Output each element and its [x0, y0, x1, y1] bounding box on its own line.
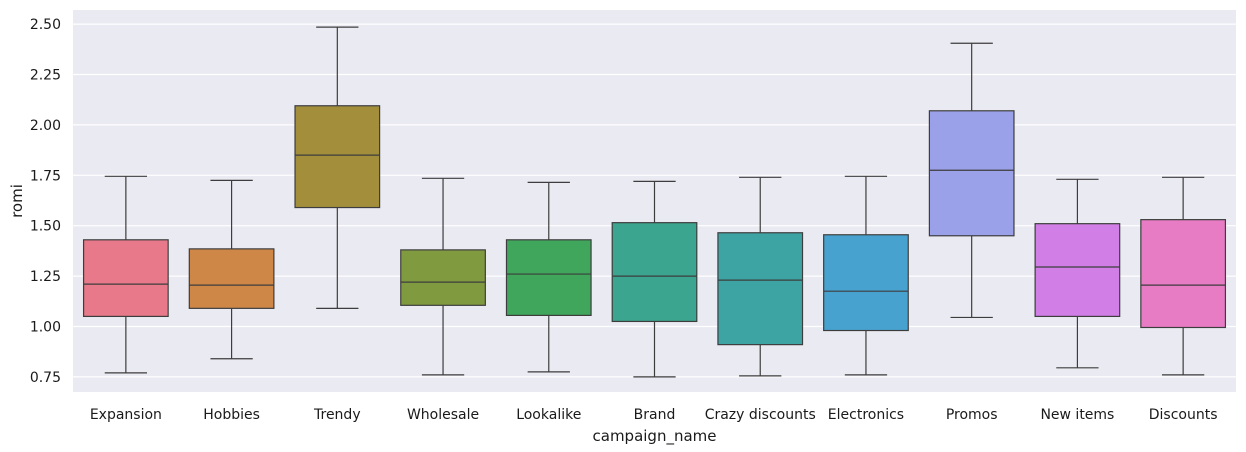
y-tick-label: 0.75 — [30, 370, 61, 386]
y-tick-label: 2.00 — [30, 118, 61, 134]
box-group — [717, 176, 804, 377]
box-group — [928, 42, 1015, 319]
box-iqr — [400, 249, 486, 306]
x-tick-label: Brand — [634, 407, 676, 423]
box-group — [823, 175, 909, 376]
y-tick-label: 2.50 — [30, 17, 61, 33]
box-iqr — [1034, 223, 1121, 318]
box-group — [294, 26, 381, 309]
box-iqr — [294, 105, 381, 209]
boxes — [82, 26, 1227, 378]
box-group — [188, 179, 275, 360]
box-iqr — [188, 248, 275, 309]
x-tick-label: Crazy discounts — [705, 407, 816, 423]
x-tick-label: Expansion — [90, 407, 162, 423]
x-tick-label: Trendy — [313, 407, 361, 423]
y-tick-label: 2.25 — [30, 68, 61, 84]
x-tick-label: Electronics — [828, 407, 904, 423]
box-iqr — [1140, 219, 1227, 329]
y-tick-label: 1.75 — [30, 168, 61, 184]
x-tick-label: New items — [1040, 407, 1114, 423]
box-iqr — [611, 222, 698, 323]
x-tick-label: Wholesale — [407, 407, 479, 423]
y-tick-label: 1.50 — [30, 219, 61, 235]
x-tick-label: Hobbies — [203, 407, 260, 423]
box-iqr — [823, 234, 909, 332]
y-tick-labels: 0.75 1.00 1.25 1.50 1.75 2.00 2.25 2.50 — [30, 17, 61, 386]
box-group — [1140, 176, 1227, 376]
box-iqr — [505, 239, 592, 316]
x-tick-label: Lookalike — [516, 407, 581, 423]
y-axis-title: romi — [8, 184, 26, 218]
box-iqr — [928, 110, 1015, 237]
box-group — [505, 181, 592, 373]
x-tick-labels: Expansion Hobbies Trendy Wholesale Lookalike… — [90, 407, 1218, 423]
box-group — [1034, 178, 1121, 369]
box-group — [82, 175, 169, 374]
box-iqr — [82, 239, 169, 318]
x-tick-label: Discounts — [1149, 407, 1218, 423]
box-group — [400, 177, 486, 376]
y-tick-label: 1.00 — [30, 319, 61, 335]
x-tick-label: Promos — [946, 407, 998, 423]
box-iqr — [717, 232, 804, 346]
box-group — [611, 180, 698, 378]
x-axis-title: campaign_name — [593, 427, 717, 446]
y-tick-label: 1.25 — [30, 269, 61, 285]
